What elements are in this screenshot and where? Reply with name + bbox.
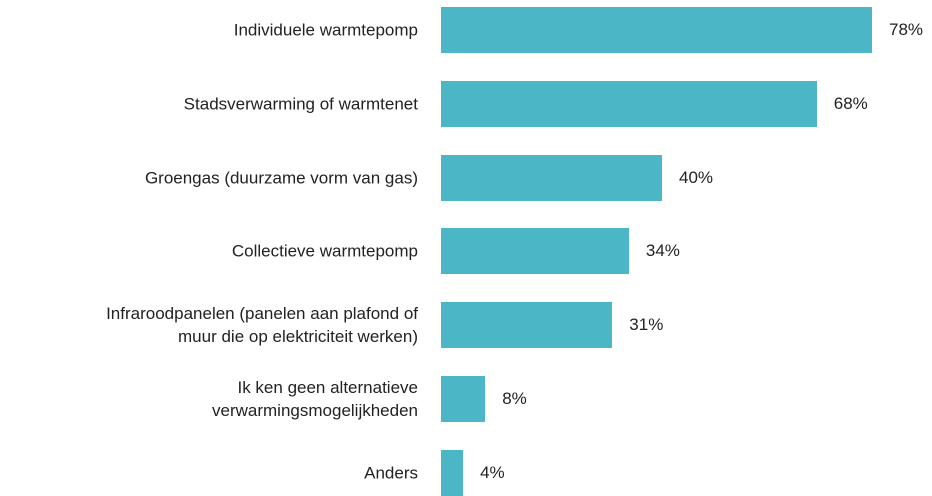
bar <box>441 7 872 53</box>
category-label: Collectieve warmtepomp <box>231 241 418 261</box>
category-label: Ik ken geen alternatieve verwarmingsmoge… <box>212 378 418 420</box>
category-label: Anders <box>364 463 418 483</box>
bar <box>441 228 629 275</box>
category-label: Infraroodpanelen (panelen aan plafond of… <box>106 304 418 347</box>
bar <box>441 449 464 496</box>
category-label: Groengas (duurzame vorm van gas) <box>144 168 418 188</box>
value-label: 78% <box>889 20 924 39</box>
bar <box>441 376 486 422</box>
value-label: 4% <box>480 462 505 482</box>
bar <box>441 80 817 127</box>
bar <box>441 302 613 349</box>
bar <box>441 154 663 201</box>
value-label: 8% <box>502 389 527 408</box>
value-label: 34% <box>645 241 680 261</box>
value-label: 31% <box>629 315 664 335</box>
category-label: Stadsverwarming of warmtenet <box>183 94 418 114</box>
category-label: Individuele warmtepomp <box>233 20 418 40</box>
value-label: 40% <box>679 167 714 187</box>
value-label: 68% <box>833 93 868 113</box>
